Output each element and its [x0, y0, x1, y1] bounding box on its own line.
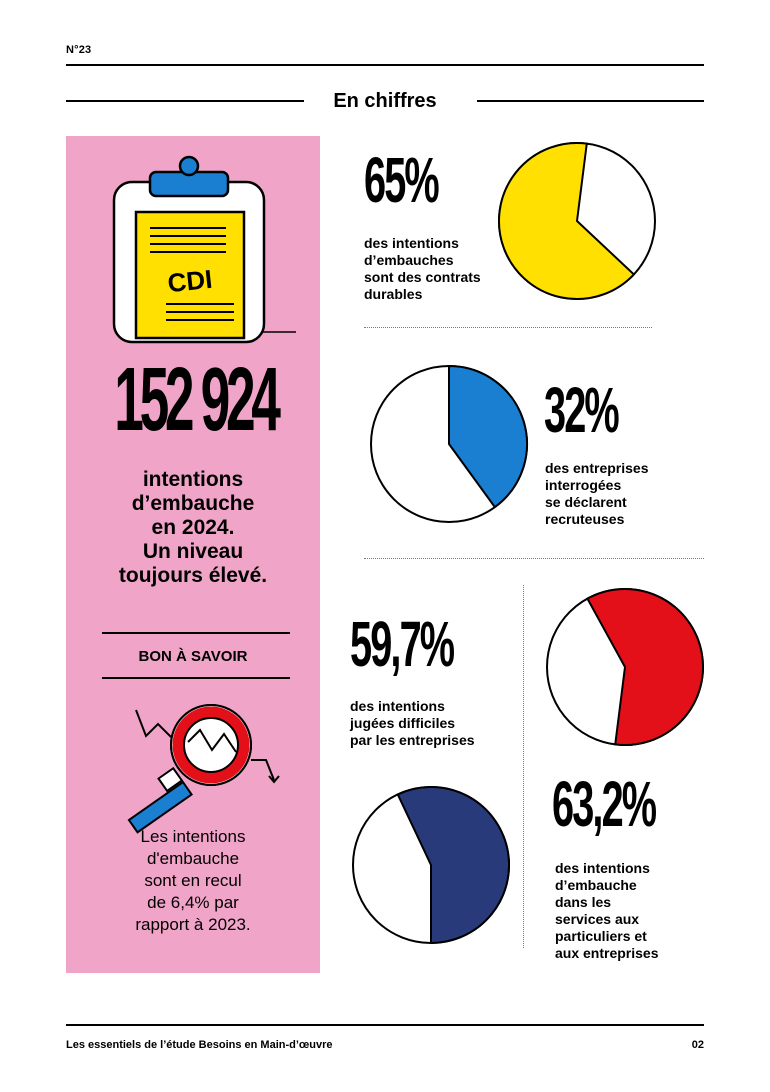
stat-1-value: 65% [364, 144, 440, 216]
pie-slice [586, 588, 704, 746]
stat-3-description: des intentions jugées difficiles par les… [350, 698, 475, 748]
divider-vertical [523, 585, 524, 948]
clipboard-icon: CDI [112, 155, 296, 344]
issue-number: N°23 [66, 44, 92, 56]
pie-1 [498, 142, 656, 300]
panel-headline: intentions d’embauche en 2024. Un niveau… [118, 468, 268, 587]
big-number: 152 924 [114, 349, 281, 450]
magnifier-chart-icon [127, 704, 280, 834]
pie-3 [546, 588, 704, 746]
pie-slice [396, 786, 510, 945]
pie-2 [370, 364, 528, 523]
stat-4-description: des intentions d’embauche dans les servi… [555, 860, 659, 961]
note-text: Les intentions d'embauche sont en recul … [135, 827, 251, 934]
clipboard-label: CDI [166, 264, 214, 299]
header-rule [66, 64, 704, 66]
footer-rule [66, 1024, 704, 1026]
divider-2 [364, 558, 704, 559]
footer-text: Les essentiels de l’étude Besoins en Mai… [66, 1039, 333, 1051]
title-rule-left [66, 100, 304, 102]
stat-2-value: 32% [544, 374, 620, 446]
pie-4 [352, 786, 510, 945]
stat-1-description: des intentions d’embauches sont des cont… [364, 235, 481, 302]
bon-a-savoir-label: BON À SAVOIR [138, 648, 248, 665]
divider-1 [364, 327, 652, 328]
stat-2-description: des entreprises interrogées se déclarent… [545, 460, 649, 527]
pie-slice [448, 364, 528, 509]
stat-4-value: 63,2% [552, 768, 657, 840]
page-number: 02 [691, 1039, 704, 1051]
bon-rule-bottom [102, 677, 290, 679]
stat-3-value: 59,7% [350, 608, 455, 680]
title-rule-right [477, 100, 704, 102]
pie-slice [498, 142, 636, 300]
bon-rule-top [102, 632, 290, 634]
section-title: En chiffres [333, 90, 437, 112]
